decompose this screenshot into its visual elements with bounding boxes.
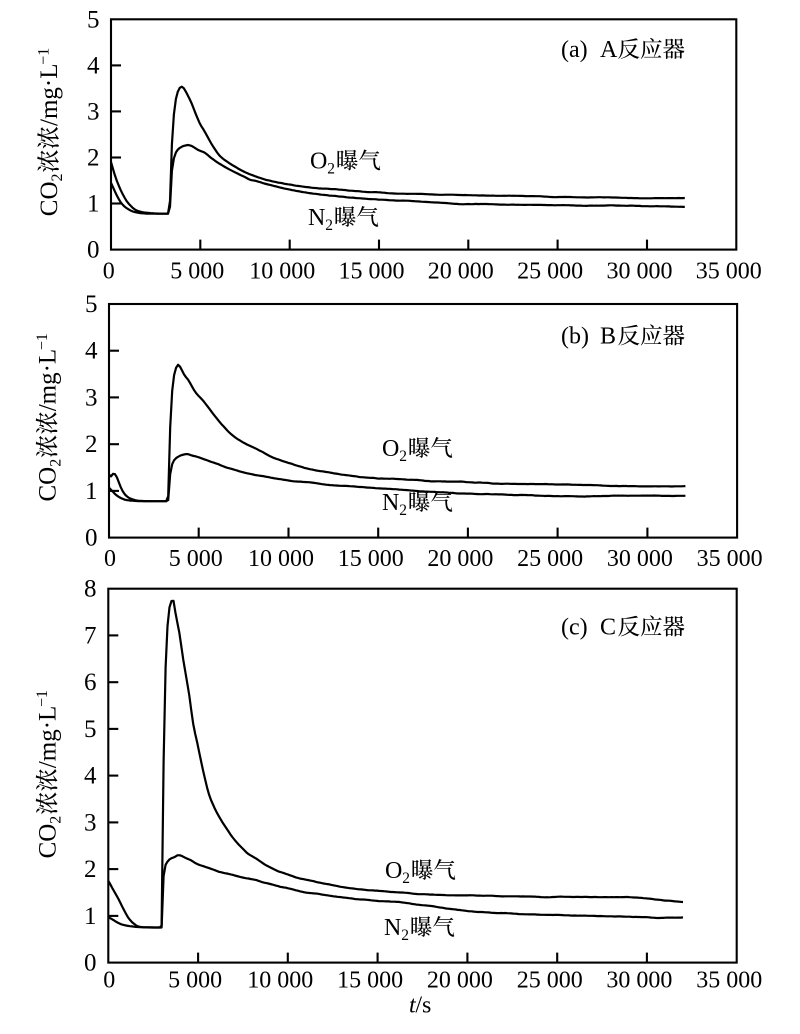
- svg-text:O: O: [382, 436, 399, 462]
- svg-text:2: 2: [401, 927, 409, 944]
- svg-text:10 000: 10 000: [247, 968, 313, 994]
- svg-text:A: A: [600, 37, 618, 63]
- svg-text:/mg·L: /mg·L: [35, 349, 62, 412]
- svg-text:−1: −1: [34, 690, 51, 707]
- svg-text:−1: −1: [34, 333, 51, 350]
- svg-text:(b): (b): [561, 324, 589, 350]
- svg-text:2: 2: [85, 431, 98, 458]
- svg-text:5: 5: [84, 716, 97, 743]
- svg-text:2: 2: [48, 816, 65, 824]
- svg-text:20 000: 20 000: [427, 546, 493, 572]
- svg-text:3: 3: [87, 98, 100, 125]
- svg-text:2: 2: [49, 174, 66, 182]
- svg-text:30 000: 30 000: [607, 546, 673, 572]
- svg-text:/mg·L: /mg·L: [35, 706, 62, 769]
- svg-text:3: 3: [85, 384, 98, 411]
- svg-text:4: 4: [84, 763, 97, 790]
- svg-text:4: 4: [85, 338, 98, 365]
- svg-text:t: t: [409, 993, 417, 1019]
- svg-text:0: 0: [103, 968, 115, 994]
- svg-text:5: 5: [87, 6, 100, 33]
- svg-text:−1: −1: [36, 48, 53, 65]
- svg-text:/mg·L: /mg·L: [36, 64, 63, 127]
- svg-text:7: 7: [84, 622, 97, 649]
- svg-text:2: 2: [48, 459, 65, 467]
- svg-text:15 000: 15 000: [338, 546, 404, 572]
- svg-text:CO: CO: [35, 824, 62, 859]
- svg-text:25 000: 25 000: [517, 968, 583, 994]
- svg-text:2: 2: [84, 856, 97, 883]
- svg-text:0: 0: [103, 258, 115, 284]
- svg-text:C: C: [600, 615, 616, 641]
- svg-text:0: 0: [104, 546, 116, 572]
- svg-text:2: 2: [87, 145, 100, 172]
- svg-text:0: 0: [87, 237, 100, 264]
- svg-text:N: N: [382, 490, 399, 516]
- svg-text:5 000: 5 000: [169, 546, 223, 572]
- svg-text:N: N: [308, 205, 325, 231]
- svg-text:2: 2: [327, 161, 335, 178]
- svg-text:B: B: [600, 324, 616, 350]
- svg-text:4: 4: [87, 52, 100, 79]
- svg-text:20 000: 20 000: [428, 258, 494, 284]
- svg-text:15 000: 15 000: [339, 258, 405, 284]
- svg-text:2: 2: [402, 870, 410, 887]
- svg-text:25 000: 25 000: [517, 258, 583, 284]
- svg-text:5 000: 5 000: [170, 258, 224, 284]
- svg-text:15 000: 15 000: [337, 968, 403, 994]
- svg-text:(a): (a): [561, 37, 588, 63]
- svg-text:0: 0: [85, 525, 98, 552]
- svg-text:5 000: 5 000: [168, 968, 222, 994]
- svg-text:1: 1: [85, 478, 98, 505]
- svg-text:35 000: 35 000: [696, 258, 762, 284]
- svg-text:(c): (c): [561, 615, 588, 641]
- svg-text:25 000: 25 000: [517, 546, 583, 572]
- svg-text:N: N: [384, 915, 401, 941]
- svg-text:35 000: 35 000: [696, 968, 762, 994]
- svg-text:10 000: 10 000: [249, 258, 315, 284]
- svg-text:3: 3: [84, 809, 97, 836]
- svg-text:CO: CO: [35, 467, 62, 502]
- svg-text:CO: CO: [36, 181, 63, 216]
- svg-text:1: 1: [84, 903, 97, 930]
- svg-text:0: 0: [84, 950, 97, 977]
- svg-text:1: 1: [87, 191, 100, 218]
- svg-text:30 000: 30 000: [607, 258, 673, 284]
- svg-text:10 000: 10 000: [248, 546, 314, 572]
- svg-text:O: O: [310, 149, 327, 175]
- svg-text:8: 8: [84, 576, 97, 603]
- svg-text:5: 5: [85, 291, 98, 318]
- svg-text:20 000: 20 000: [427, 968, 493, 994]
- svg-text:35 000: 35 000: [697, 546, 763, 572]
- svg-text:2: 2: [399, 448, 407, 465]
- svg-text:6: 6: [84, 669, 97, 696]
- svg-text:30 000: 30 000: [606, 968, 672, 994]
- svg-text:/s: /s: [415, 993, 431, 1019]
- svg-text:2: 2: [399, 502, 407, 519]
- svg-text:2: 2: [325, 217, 333, 234]
- svg-text:O: O: [385, 858, 402, 884]
